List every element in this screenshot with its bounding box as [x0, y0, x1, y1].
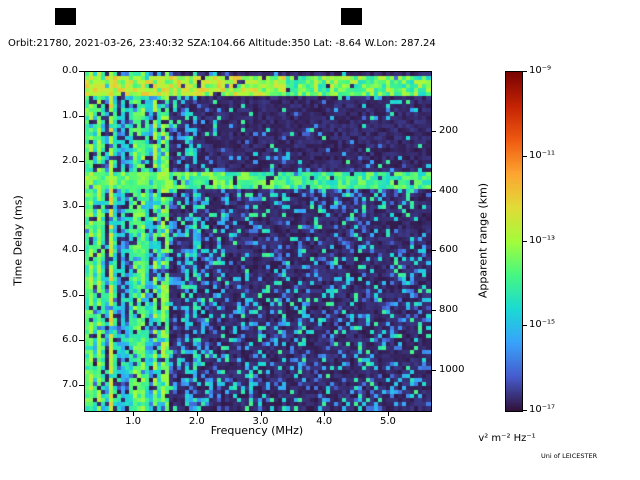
x-tick-mark	[133, 411, 135, 416]
colorbar	[505, 71, 523, 412]
y2-tick-label: 800	[439, 304, 459, 316]
colorbar-tick-mark	[523, 155, 527, 157]
y2-tick-label: 200	[439, 124, 459, 136]
y-tick-mark	[79, 295, 84, 297]
colorbar-tick-label: 10⁻¹¹	[529, 149, 556, 161]
y-tick-mark	[79, 205, 84, 207]
y2-tick-mark	[431, 369, 436, 371]
y-tick-label: 4.0	[62, 244, 78, 256]
x-tick-mark	[196, 411, 198, 416]
colorbar-tick-mark	[523, 240, 527, 242]
y2-tick-mark	[431, 310, 436, 312]
plot-area	[84, 71, 432, 412]
y2-tick-mark	[431, 130, 436, 132]
y-tick-label: 6.0	[62, 334, 78, 346]
y-tick-mark	[79, 71, 84, 72]
y-tick-label: 7.0	[62, 378, 78, 390]
x-tick-label: 1.0	[125, 416, 142, 427]
x-tick-mark	[260, 411, 262, 416]
y-tick-label: 5.0	[62, 289, 78, 301]
x-tick-mark	[324, 411, 326, 416]
x-tick-label: 4.0	[316, 416, 333, 427]
y-tick-mark	[79, 160, 84, 162]
y-tick-label: 3.0	[62, 199, 78, 211]
figure-title: Orbit:21780, 2021-03-26, 23:40:32 SZA:10…	[8, 38, 436, 49]
colorbar-gradient	[506, 72, 522, 411]
y2-tick-label: 1000	[439, 363, 465, 375]
x-tick-label: 5.0	[379, 416, 396, 427]
colorbar-unit-label: v² m⁻² Hz⁻¹	[478, 433, 536, 444]
y-tick-mark	[79, 340, 84, 342]
y-tick-label: 1.0	[62, 109, 78, 121]
artifact-marker-left	[55, 8, 76, 25]
x-tick-label: 2.0	[188, 416, 205, 427]
colorbar-tick-label: 10⁻⁹	[529, 65, 552, 76]
colorbar-tick-label: 10⁻¹³	[529, 234, 556, 246]
spectrogram-heatmap	[85, 72, 431, 411]
colorbar-tick-label: 10⁻¹⁷	[529, 404, 556, 415]
y2-tick-label: 400	[439, 184, 459, 196]
x-tick-label: 3.0	[252, 416, 269, 427]
colorbar-tick-mark	[523, 410, 527, 411]
y-tick-mark	[79, 250, 84, 252]
y-tick-mark	[79, 115, 84, 117]
y2-tick-mark	[431, 250, 436, 252]
x-axis-label: Frequency (MHz)	[210, 424, 304, 437]
colorbar-tick-mark	[523, 71, 527, 72]
y-tick-label: 2.0	[62, 154, 78, 166]
branding-text: Uni of LEICESTER	[541, 452, 598, 460]
x-tick-mark	[387, 411, 389, 416]
y2-tick-mark	[431, 190, 436, 192]
artifact-marker-right	[341, 8, 362, 25]
y2-tick-label: 600	[439, 244, 459, 256]
y2-axis-label: Apparent range (km)	[476, 182, 490, 299]
y-tick-mark	[79, 384, 84, 386]
colorbar-tick-mark	[523, 325, 527, 327]
colorbar-tick-label: 10⁻¹⁵	[529, 319, 556, 331]
y-axis-label: Time Delay (ms)	[11, 195, 25, 286]
y-tick-label: 0.0	[62, 65, 78, 76]
